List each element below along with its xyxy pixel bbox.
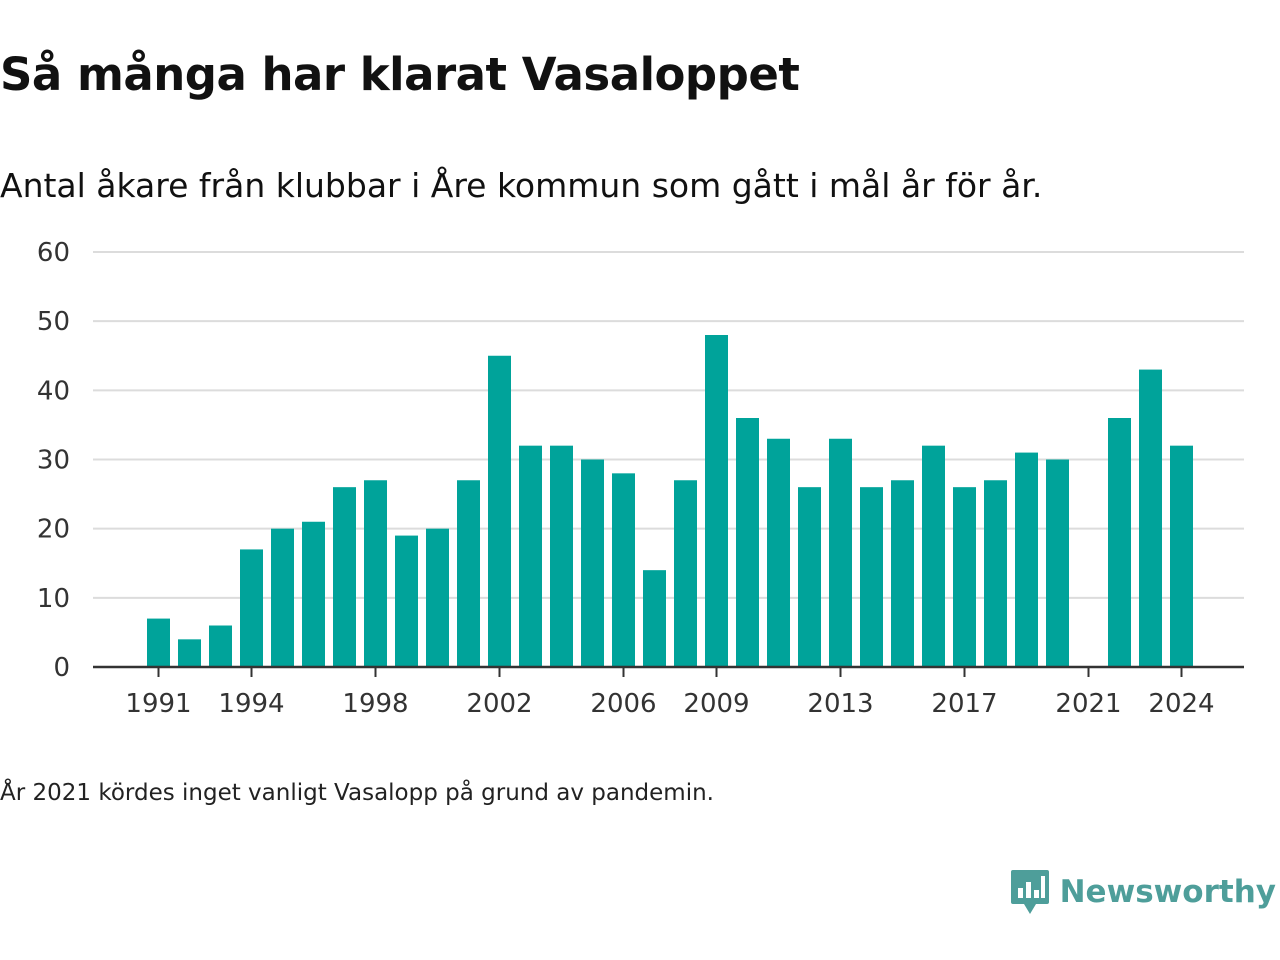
y-tick-label-30: 30 bbox=[37, 446, 70, 476]
bar-2008 bbox=[674, 480, 697, 667]
x-tick-label-1991: 1991 bbox=[125, 689, 191, 719]
x-tick-label-1994: 1994 bbox=[218, 689, 284, 719]
bar-1996 bbox=[302, 521, 325, 667]
bar-chart: 0 10 20 30 40 50 60 1991 1994 1998 2002 2006 2009 20… bbox=[37, 238, 1244, 719]
bar-1993 bbox=[209, 625, 232, 667]
bar-2006 bbox=[612, 473, 635, 667]
bar-1998 bbox=[364, 480, 387, 667]
bar-2002 bbox=[488, 355, 511, 667]
bar-2011 bbox=[767, 438, 790, 667]
x-axis-tick-labels: 1991 1994 1998 2002 2006 2009 2013 2017 2021 2024 bbox=[125, 689, 1214, 719]
bar-2016 bbox=[922, 445, 945, 667]
newsworthy-logo-icon bbox=[1010, 870, 1049, 914]
y-tick-label-10: 10 bbox=[37, 584, 70, 614]
x-tick-label-1998: 1998 bbox=[342, 689, 408, 719]
chart-subtitle: Antal åkare från klubbar i Åre kommun so… bbox=[0, 166, 1043, 205]
bar-2007 bbox=[643, 570, 666, 667]
bar-1999 bbox=[395, 535, 418, 667]
bar-2005 bbox=[581, 459, 604, 667]
x-tick-label-2006: 2006 bbox=[590, 689, 656, 719]
brand-name: Newsworthy bbox=[1059, 874, 1276, 910]
bar-2009 bbox=[705, 335, 728, 667]
gridlines bbox=[93, 251, 1244, 599]
bar-2004 bbox=[550, 445, 573, 667]
bar-2024 bbox=[1170, 445, 1193, 667]
bar-2014 bbox=[860, 487, 883, 667]
bar-2019 bbox=[1015, 452, 1038, 667]
bar-1991 bbox=[147, 618, 170, 667]
x-tick-label-2021: 2021 bbox=[1055, 689, 1121, 719]
footnote: År 2021 kördes inget vanligt Vasalopp på… bbox=[0, 780, 714, 806]
x-tick-label-2002: 2002 bbox=[466, 689, 532, 719]
y-axis-tick-labels: 0 10 20 30 40 50 60 bbox=[37, 238, 70, 683]
bar-2023 bbox=[1139, 369, 1162, 667]
x-axis bbox=[93, 665, 1244, 677]
bar-2001 bbox=[457, 480, 480, 667]
y-tick-label-40: 40 bbox=[37, 376, 70, 406]
y-tick-label-60: 60 bbox=[37, 238, 70, 268]
newsworthy-logo: Newsworthy bbox=[1010, 868, 1276, 916]
x-tick-label-2024: 2024 bbox=[1148, 689, 1214, 719]
y-tick-label-50: 50 bbox=[37, 307, 70, 337]
x-tick-label-2017: 2017 bbox=[931, 689, 997, 719]
y-tick-label-0: 0 bbox=[53, 653, 70, 683]
chart-title: Så många har klarat Vasaloppet bbox=[0, 48, 800, 101]
bars bbox=[147, 335, 1193, 667]
bar-2018 bbox=[984, 480, 1007, 667]
bar-2003 bbox=[519, 445, 542, 667]
y-tick-label-20: 20 bbox=[37, 515, 70, 545]
bar-1992 bbox=[178, 639, 201, 667]
bar-2022 bbox=[1108, 418, 1131, 667]
x-tick-label-2013: 2013 bbox=[807, 689, 873, 719]
bar-1994 bbox=[240, 549, 263, 667]
bar-1997 bbox=[333, 487, 356, 667]
bar-2017 bbox=[953, 487, 976, 667]
x-tick-label-2009: 2009 bbox=[683, 689, 749, 719]
bar-1995 bbox=[271, 528, 294, 667]
bar-2015 bbox=[891, 480, 914, 667]
bar-2012 bbox=[798, 487, 821, 667]
bar-2013 bbox=[829, 438, 852, 667]
bar-2020 bbox=[1046, 459, 1069, 667]
bar-2010 bbox=[736, 418, 759, 667]
bar-2000 bbox=[426, 528, 449, 667]
